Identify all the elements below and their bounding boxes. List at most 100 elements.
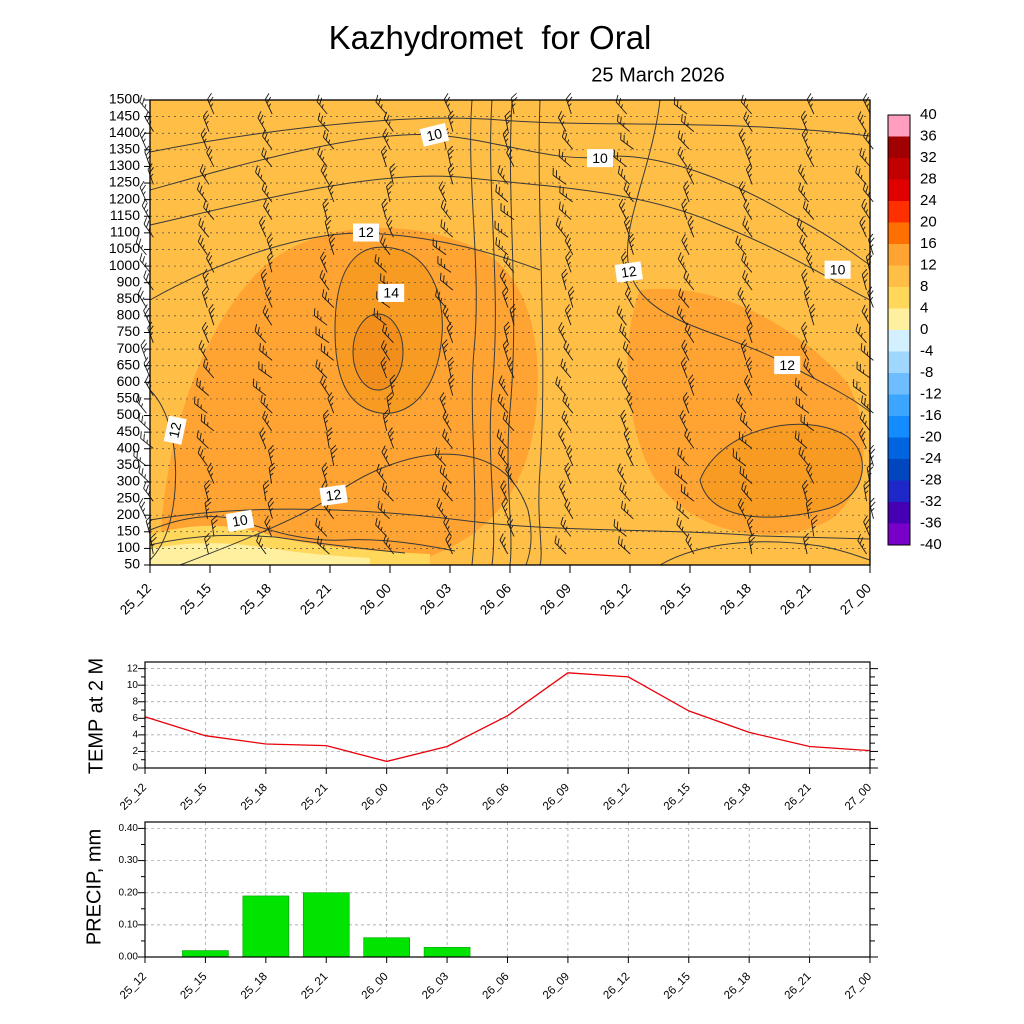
svg-text:8: 8	[920, 278, 928, 295]
svg-text:8: 8	[132, 696, 138, 707]
svg-text:-20: -20	[920, 428, 942, 445]
svg-text:26_03: 26_03	[417, 581, 454, 618]
svg-text:25_21: 25_21	[297, 581, 334, 618]
svg-text:-4: -4	[920, 342, 933, 359]
svg-text:25_21: 25_21	[299, 782, 330, 813]
precip-chart: 0.00 0.10 0.20 0.30 0.40 25_12 25_15 25_18 25_21…	[118, 821, 878, 1002]
svg-text:25_15: 25_15	[177, 581, 214, 618]
svg-text:10: 10	[592, 150, 608, 166]
svg-text:26_00: 26_00	[360, 782, 391, 813]
svg-text:16: 16	[920, 235, 937, 252]
svg-text:0.00: 0.00	[119, 952, 139, 963]
svg-text:750: 750	[117, 323, 141, 339]
svg-text:150: 150	[117, 522, 141, 538]
svg-text:26_09: 26_09	[537, 581, 574, 618]
svg-text:0: 0	[132, 763, 138, 774]
cross-section-chart: 1500145014001350130012501200115011001050…	[109, 91, 942, 618]
svg-text:650: 650	[117, 356, 141, 372]
temp-2m-chart: 0 2 4 6 8 10 12 25_12 25_15 25_18 25_21 26_00 26_03 2…	[118, 661, 878, 813]
svg-text:28: 28	[920, 170, 937, 187]
svg-text:4: 4	[132, 730, 138, 741]
svg-text:26_06: 26_06	[477, 581, 514, 618]
svg-text:200: 200	[117, 506, 141, 522]
svg-text:1100: 1100	[110, 224, 140, 240]
svg-text:300: 300	[117, 473, 141, 489]
svg-text:26_15: 26_15	[662, 971, 693, 1002]
svg-text:26_21: 26_21	[783, 782, 814, 813]
page-title: Kazhydromet for Oral	[328, 19, 652, 56]
svg-text:4: 4	[920, 299, 928, 316]
svg-text:10: 10	[231, 511, 249, 529]
svg-text:10: 10	[425, 125, 444, 144]
svg-text:600: 600	[117, 373, 141, 389]
svg-text:12: 12	[620, 263, 638, 281]
date-subtitle: 25 March 2026	[591, 64, 725, 87]
svg-text:25_15: 25_15	[178, 782, 209, 813]
svg-text:1300: 1300	[109, 157, 140, 173]
svg-text:1050: 1050	[109, 240, 140, 256]
svg-text:26_12: 26_12	[597, 581, 634, 618]
svg-text:400: 400	[117, 439, 141, 455]
svg-text:50: 50	[124, 556, 140, 572]
svg-text:900: 900	[117, 273, 141, 289]
svg-text:26_06: 26_06	[481, 782, 512, 813]
svg-text:26_18: 26_18	[717, 581, 754, 618]
svg-text:1350: 1350	[109, 141, 140, 157]
svg-text:26_06: 26_06	[481, 971, 512, 1002]
svg-text:-16: -16	[920, 407, 942, 424]
svg-text:26_18: 26_18	[722, 782, 753, 813]
svg-text:0.20: 0.20	[119, 887, 139, 898]
svg-text:12: 12	[358, 224, 374, 240]
svg-text:0.30: 0.30	[119, 855, 139, 866]
svg-text:26_03: 26_03	[420, 971, 451, 1002]
svg-text:0.10: 0.10	[119, 919, 139, 930]
svg-text:26_18: 26_18	[722, 971, 753, 1002]
svg-text:1250: 1250	[109, 174, 140, 190]
svg-text:450: 450	[117, 423, 141, 439]
svg-text:2: 2	[132, 746, 138, 757]
svg-text:25_18: 25_18	[237, 581, 274, 618]
svg-text:25_12: 25_12	[117, 581, 154, 618]
svg-text:25_12: 25_12	[118, 782, 149, 813]
svg-text:550: 550	[117, 390, 141, 406]
svg-text:-36: -36	[920, 514, 942, 531]
svg-text:20: 20	[920, 213, 937, 230]
svg-text:-12: -12	[920, 385, 942, 402]
svg-text:25_15: 25_15	[178, 971, 209, 1002]
svg-text:40: 40	[920, 106, 937, 123]
svg-text:26_12: 26_12	[601, 782, 632, 813]
svg-text:26_09: 26_09	[541, 971, 572, 1002]
svg-text:-40: -40	[920, 536, 942, 553]
svg-text:26_03: 26_03	[420, 782, 451, 813]
svg-text:25_12: 25_12	[118, 971, 149, 1002]
svg-text:500: 500	[117, 406, 141, 422]
svg-text:26_00: 26_00	[360, 971, 391, 1002]
svg-text:26_21: 26_21	[777, 581, 814, 618]
svg-text:800: 800	[117, 307, 141, 323]
svg-text:12: 12	[920, 256, 937, 273]
svg-text:850: 850	[117, 290, 141, 306]
svg-text:12: 12	[165, 421, 184, 440]
svg-text:1500: 1500	[109, 91, 140, 107]
svg-text:26_09: 26_09	[541, 782, 572, 813]
svg-text:1000: 1000	[109, 257, 140, 273]
svg-text:25_18: 25_18	[239, 782, 270, 813]
svg-text:26_12: 26_12	[601, 971, 632, 1002]
svg-text:350: 350	[117, 456, 141, 472]
svg-text:12: 12	[325, 486, 343, 504]
svg-text:26_21: 26_21	[783, 971, 814, 1002]
svg-text:1150: 1150	[110, 207, 140, 223]
svg-text:100: 100	[117, 539, 141, 555]
svg-text:10: 10	[830, 261, 846, 277]
svg-text:12: 12	[127, 663, 139, 674]
svg-text:0.40: 0.40	[119, 823, 139, 834]
svg-text:1400: 1400	[109, 124, 140, 140]
svg-text:27_00: 27_00	[837, 581, 874, 618]
svg-text:-28: -28	[920, 471, 942, 488]
svg-text:-32: -32	[920, 493, 942, 510]
svg-text:26_00: 26_00	[357, 581, 394, 618]
svg-text:10: 10	[127, 680, 139, 691]
svg-text:-24: -24	[920, 450, 942, 467]
svg-text:6: 6	[132, 713, 138, 724]
svg-text:36: 36	[920, 127, 937, 144]
